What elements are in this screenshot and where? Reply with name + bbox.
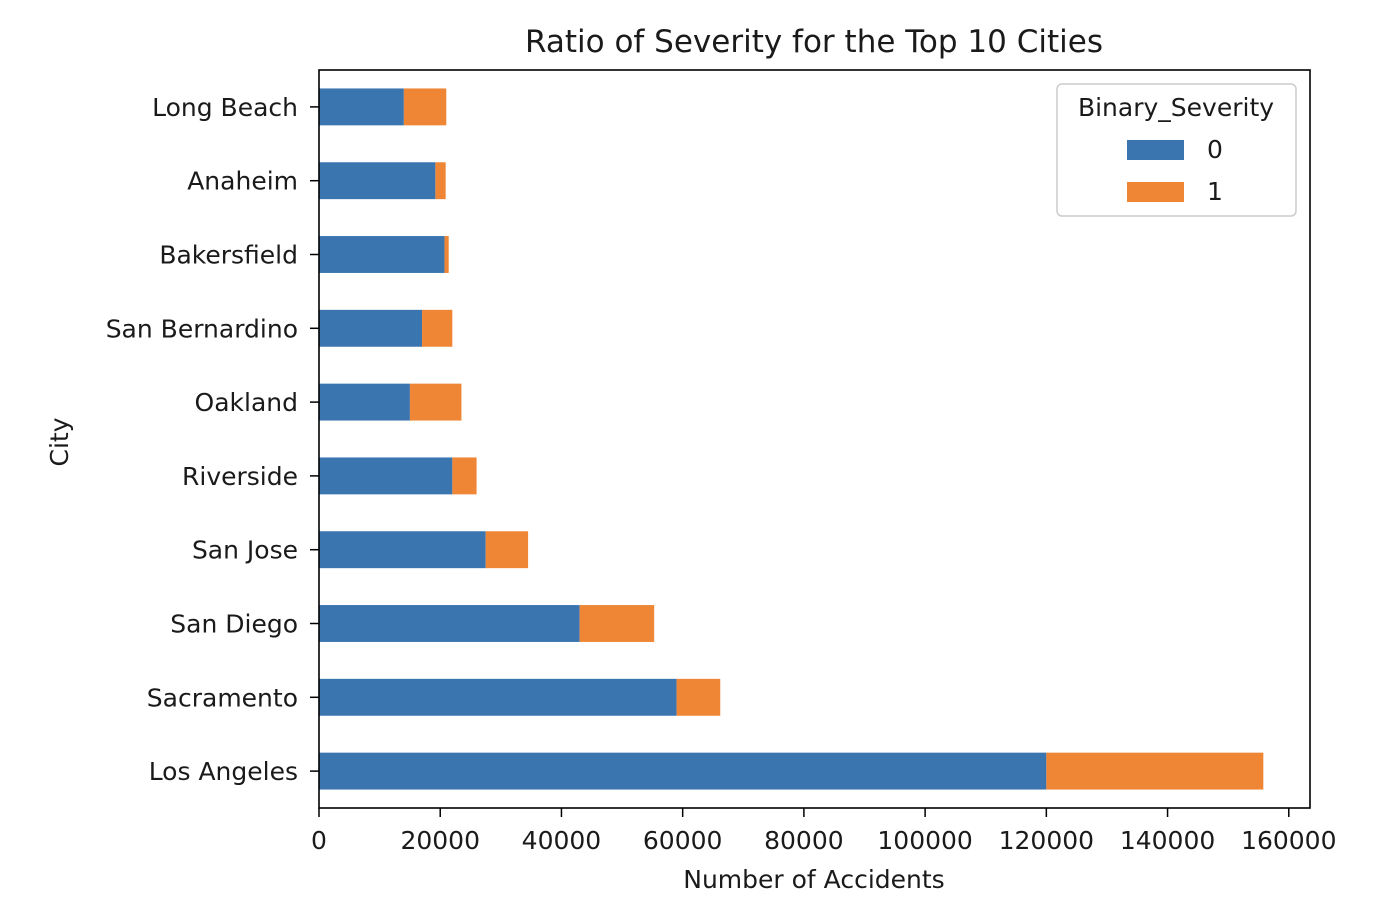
x-tick-label: 20000 (400, 826, 480, 855)
bar-riverside-severity-0 (319, 457, 453, 495)
bar-san-jose-severity-0 (319, 531, 486, 569)
y-tick-label: Sacramento (147, 683, 298, 712)
y-tick-label: Oakland (195, 388, 298, 417)
x-tick-label: 140000 (1120, 826, 1215, 855)
bar-san-bernardino-severity-0 (319, 309, 423, 347)
legend: Binary_Severity 0 1 (1056, 83, 1297, 217)
bar-sacramento-severity-1 (676, 678, 721, 716)
bar-anaheim-severity-0 (319, 162, 436, 200)
x-tick-label: 160000 (1241, 826, 1336, 855)
y-tick-label: Riverside (182, 462, 298, 491)
bar-san-diego-severity-1 (579, 605, 655, 642)
bar-long-beach-severity-0 (319, 88, 404, 126)
bar-long-beach-severity-1 (403, 88, 447, 126)
bar-los-angeles-severity-0 (319, 752, 1047, 790)
x-tick-label: 120000 (999, 826, 1094, 855)
y-tick-label: Long Beach (152, 93, 298, 122)
bar-sacramento-severity-0 (319, 678, 677, 716)
bar-anaheim-severity-1 (435, 162, 446, 200)
legend-label-0: 0 (1207, 135, 1223, 164)
x-tick-label: 40000 (522, 826, 602, 855)
x-tick-label: 100000 (877, 826, 972, 855)
x-axis-label: Number of Accidents (683, 865, 944, 894)
x-tick-label: 0 (311, 826, 327, 855)
chart-title: Ratio of Severity for the Top 10 Cities (525, 24, 1103, 60)
y-tick-label: San Jose (192, 536, 298, 565)
bar-san-jose-severity-1 (485, 531, 529, 569)
bar-san-diego-severity-0 (319, 605, 580, 642)
y-tick-label: Bakersfield (159, 241, 298, 270)
bar-san-bernardino-severity-1 (422, 309, 453, 347)
x-axis: 0 20000 40000 60000 80000 100000 120000 140000 1… (311, 808, 1337, 855)
y-tick-label: Los Angeles (149, 757, 298, 786)
bar-riverside-severity-1 (452, 457, 477, 495)
legend-title: Binary_Severity (1078, 93, 1274, 122)
bars-group (319, 88, 1264, 790)
legend-swatch-1 (1127, 182, 1184, 202)
y-tick-label: Anaheim (187, 167, 298, 196)
bar-oakland-severity-1 (409, 383, 462, 421)
x-tick-label: 60000 (643, 826, 723, 855)
bar-bakersfield-severity-0 (319, 236, 445, 273)
y-tick-label: San Diego (170, 610, 298, 639)
plot-frame (318, 69, 1311, 809)
y-tick-label: San Bernardino (106, 314, 298, 343)
y-axis-label: City (45, 417, 74, 466)
bar-los-angeles-severity-1 (1046, 752, 1264, 790)
legend-label-1: 1 (1207, 177, 1223, 206)
bar-oakland-severity-0 (319, 383, 410, 421)
y-axis: Long Beach Anaheim Bakersfield San Bernardi… (106, 93, 319, 786)
legend-swatch-0 (1127, 140, 1184, 160)
x-tick-label: 80000 (764, 826, 844, 855)
bar-bakersfield-severity-1 (444, 236, 449, 273)
